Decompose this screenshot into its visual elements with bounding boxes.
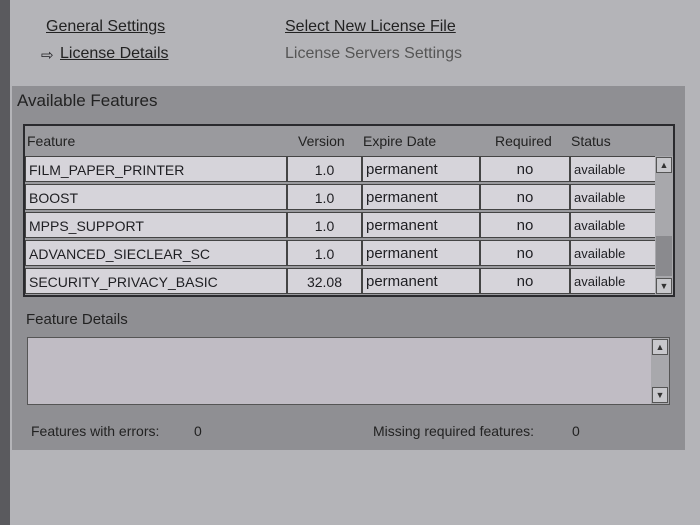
cell-feature: FILM_PAPER_PRINTER (25, 156, 287, 182)
cell-required: no (480, 212, 570, 238)
scroll-up-icon[interactable]: ▲ (656, 157, 672, 173)
table-row[interactable]: SECURITY_PRIVACY_BASIC 32.08 permanent no av… (25, 268, 657, 296)
features-with-errors-value: 0 (194, 423, 202, 439)
cell-status: available (570, 156, 657, 182)
cell-feature: BOOST (25, 184, 287, 210)
panel-title: Available Features (17, 91, 158, 110)
arrow-right-icon: ⇨ (41, 47, 54, 64)
cell-required: no (480, 156, 570, 182)
missing-required-features-value: 0 (572, 423, 580, 439)
cell-expire-date: permanent (362, 156, 480, 182)
scroll-down-icon[interactable]: ▼ (652, 387, 668, 403)
cell-version: 1.0 (287, 184, 362, 210)
cell-required: no (480, 268, 570, 294)
column-header-feature[interactable]: Feature (27, 133, 76, 149)
cell-status: available (570, 268, 657, 294)
feature-details-box[interactable]: ▲ ▼ (27, 337, 670, 405)
scroll-down-icon[interactable]: ▼ (656, 278, 672, 294)
table-scrollbar[interactable]: ▲ ▼ (655, 156, 673, 295)
cell-status: available (570, 212, 657, 238)
column-header-status[interactable]: Status (571, 133, 611, 149)
license-details-link[interactable]: License Details (60, 45, 169, 62)
missing-required-features-label: Missing required features: (373, 423, 535, 439)
cell-feature: ADVANCED_SIECLEAR_SC (25, 240, 287, 266)
available-features-panel: Available Features Feature Version Expir… (12, 86, 685, 450)
table-row[interactable]: ADVANCED_SIECLEAR_SC 1.0 permanent no availa… (25, 240, 657, 268)
cell-required: no (480, 184, 570, 210)
details-scrollbar[interactable]: ▲ ▼ (651, 338, 669, 404)
cell-expire-date: permanent (362, 268, 480, 294)
table-row[interactable]: MPPS_SUPPORT 1.0 permanent no available (25, 212, 657, 240)
column-header-expire-date[interactable]: Expire Date (363, 133, 437, 149)
feature-details-title: Feature Details (26, 311, 128, 328)
cell-expire-date: permanent (362, 184, 480, 210)
column-header-version[interactable]: Version (298, 133, 345, 149)
cell-feature: MPPS_SUPPORT (25, 212, 287, 238)
cell-version: 1.0 (287, 240, 362, 266)
cell-required: no (480, 240, 570, 266)
scroll-thumb[interactable] (656, 236, 672, 276)
cell-expire-date: permanent (362, 212, 480, 238)
cell-feature: SECURITY_PRIVACY_BASIC (25, 268, 287, 294)
column-header-required[interactable]: Required (495, 133, 552, 149)
cell-version: 1.0 (287, 156, 362, 182)
table-row[interactable]: FILM_PAPER_PRINTER 1.0 permanent no availabl… (25, 156, 657, 184)
select-license-file-link[interactable]: Select New License File (285, 18, 456, 35)
cell-expire-date: permanent (362, 240, 480, 266)
cell-version: 32.08 (287, 268, 362, 294)
features-with-errors-label: Features with errors: (31, 423, 160, 439)
scroll-up-icon[interactable]: ▲ (652, 339, 668, 355)
general-settings-link[interactable]: General Settings (46, 18, 166, 35)
table-row[interactable]: BOOST 1.0 permanent no available (25, 184, 657, 212)
features-table: Feature Version Expire Date Required Sta… (23, 124, 675, 297)
license-servers-settings-link[interactable]: License Servers Settings (285, 45, 462, 62)
cell-version: 1.0 (287, 212, 362, 238)
cell-status: available (570, 184, 657, 210)
cell-status: available (570, 240, 657, 266)
screen-bezel (0, 0, 10, 525)
